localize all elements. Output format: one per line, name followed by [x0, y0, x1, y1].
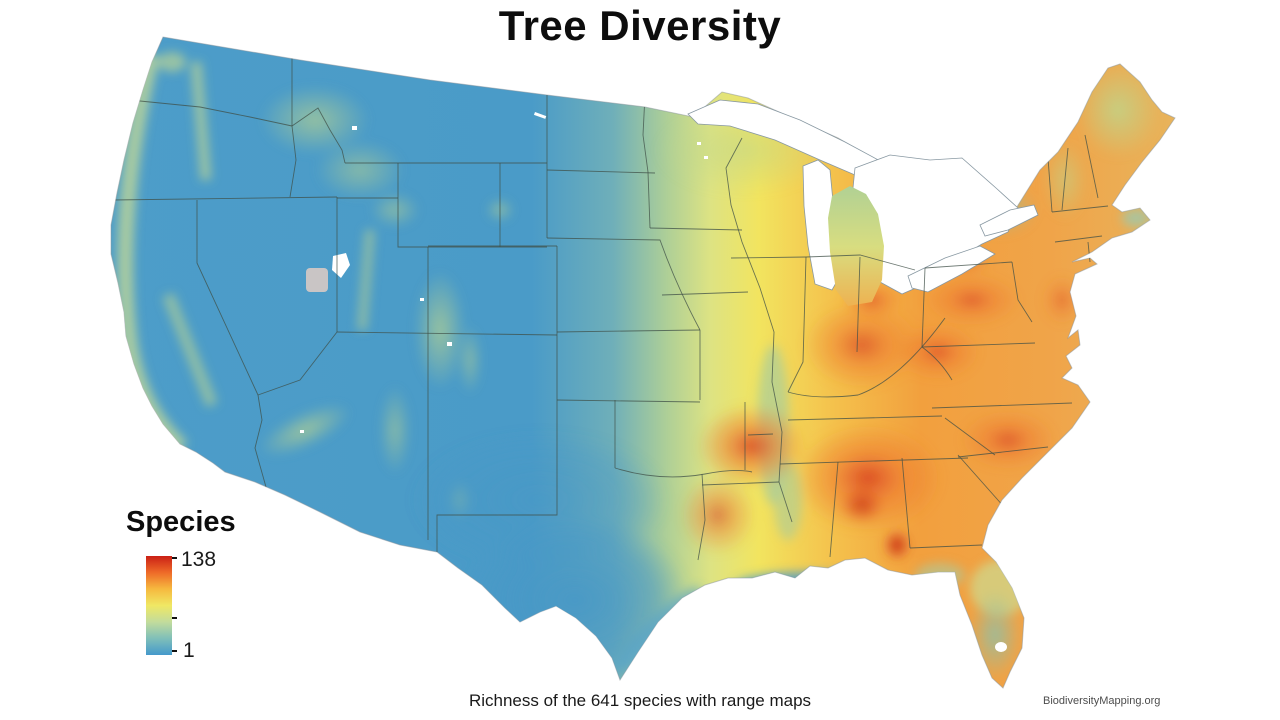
legend-colorbar — [146, 556, 172, 655]
legend-title: Species — [126, 506, 236, 538]
lower-michigan — [828, 186, 884, 306]
lake-ontario — [979, 204, 1039, 237]
legend-tick-min — [172, 650, 177, 652]
page-title: Tree Diversity — [498, 2, 782, 49]
state-borders — [112, 57, 1109, 561]
legend-min-label: 1 — [183, 639, 195, 662]
lake-okeechobee — [995, 642, 1007, 652]
small-lakes-and-salt-flats — [300, 111, 1007, 652]
legend-max-label: 138 — [181, 548, 217, 571]
legend-tick-max — [172, 557, 177, 559]
figure-caption: Richness of the 641 species with range m… — [468, 691, 812, 710]
legend-tick-mid — [172, 617, 177, 619]
attribution-text: BiodiversityMapping.org — [1043, 695, 1161, 707]
great-lakes — [687, 99, 1039, 295]
